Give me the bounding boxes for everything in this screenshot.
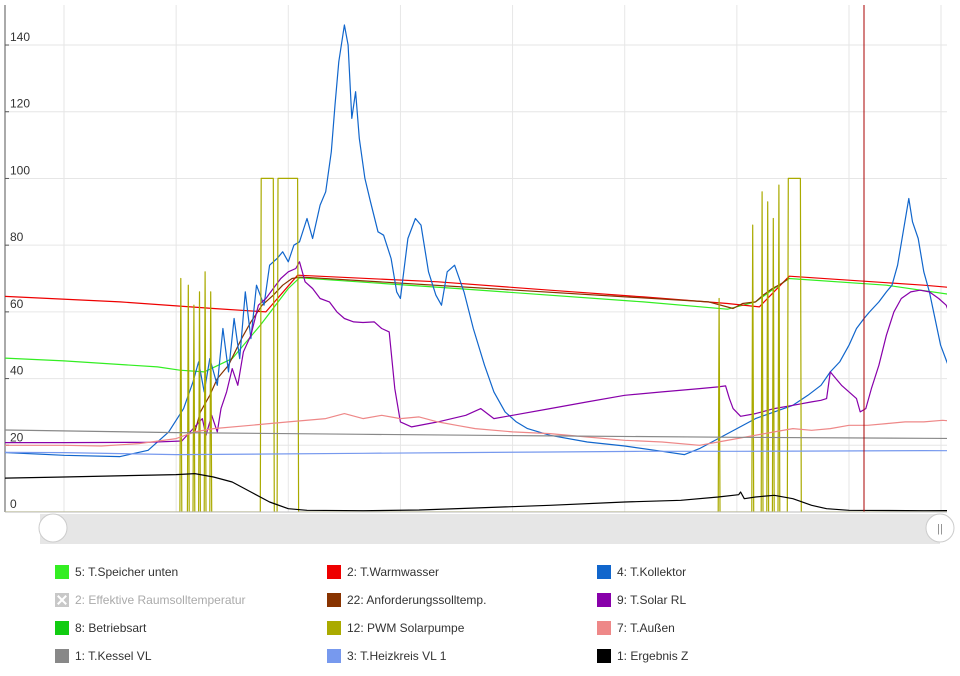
legend-item[interactable]: 7: T.Außen: [597, 617, 675, 639]
legend-swatch: [597, 593, 611, 607]
y-axis: 0 20 40 60 80 100 120 140: [4, 5, 30, 513]
hidden-series-icon: [55, 593, 69, 607]
y-tick-label: 20: [10, 430, 24, 444]
navigator-track[interactable]: [40, 514, 940, 544]
range-navigator[interactable]: ||: [38, 513, 955, 544]
y-tick-label: 100: [10, 163, 30, 177]
series-line: [5, 261, 947, 444]
legend-label: 7: T.Außen: [617, 621, 675, 635]
plot-area: [5, 5, 947, 512]
grid: [5, 5, 947, 513]
legend-swatch: [597, 649, 611, 663]
legend-label: 8: Betriebsart: [75, 621, 147, 635]
legend-item[interactable]: 8: Betriebsart: [55, 617, 146, 639]
legend-item[interactable]: 1: Ergebnis Z: [597, 645, 688, 667]
legend-item[interactable]: 1: T.Kessel VL: [55, 645, 152, 667]
legend-swatch: [597, 621, 611, 635]
series-line: [5, 413, 947, 447]
series-line: [5, 24, 947, 458]
y-tick-label: 120: [10, 97, 30, 111]
drag-handle-left-icon[interactable]: [38, 513, 68, 543]
series-line: [194, 276, 790, 433]
legend-swatch: [55, 565, 69, 579]
legend-label: 22: Anforderungssolltemp.: [347, 593, 487, 607]
legend-item[interactable]: 5: T.Speicher unten: [55, 561, 178, 583]
legend-item[interactable]: 9: T.Solar RL: [597, 589, 686, 611]
series-line: [5, 450, 947, 456]
drag-handle-right-icon[interactable]: ||: [925, 513, 955, 543]
legend: 5: T.Speicher unten 2: T.Warmwasser 4: T.K…: [0, 556, 960, 672]
legend-swatch: [327, 565, 341, 579]
legend-swatch: [55, 621, 69, 635]
drag-handle-right-glyph: ||: [937, 523, 943, 535]
y-tick-label: 40: [10, 364, 24, 378]
series-line: [5, 473, 947, 512]
legend-label: 1: Ergebnis Z: [617, 649, 689, 663]
legend-item[interactable]: 3: T.Heizkreis VL 1: [327, 645, 446, 667]
legend-label: 1: T.Kessel VL: [75, 649, 152, 663]
legend-label: 2: T.Warmwasser: [347, 565, 440, 579]
series-line: [5, 177, 947, 512]
y-tick-label: 0: [10, 497, 17, 511]
y-tick-label: 80: [10, 230, 24, 244]
legend-label: 3: T.Heizkreis VL 1: [347, 649, 447, 663]
legend-label: 9: T.Solar RL: [617, 593, 687, 607]
legend-item[interactable]: 2: Effektive Raumsolltemperatur: [55, 589, 246, 611]
legend-swatch: [597, 565, 611, 579]
legend-item[interactable]: 4: T.Kollektor: [597, 561, 686, 583]
legend-label: 12: PWM Solarpumpe: [347, 621, 465, 635]
legend-swatch: [55, 649, 69, 663]
legend-label: 5: T.Speicher unten: [75, 565, 179, 579]
y-tick-label: 60: [10, 297, 24, 311]
legend-item[interactable]: 22: Anforderungssolltemp.: [327, 589, 486, 611]
legend-label: 2: Effektive Raumsolltemperatur: [75, 593, 246, 607]
y-tick-label: 140: [10, 30, 30, 44]
series-line: [5, 277, 947, 373]
legend-item[interactable]: 2: T.Warmwasser: [327, 561, 439, 583]
legend-swatch: [327, 621, 341, 635]
legend-swatch: [327, 593, 341, 607]
legend-label: 4: T.Kollektor: [617, 565, 687, 579]
series-line: [5, 429, 947, 440]
legend-swatch: [327, 649, 341, 663]
legend-item[interactable]: 12: PWM Solarpumpe: [327, 617, 464, 639]
series-line: [5, 274, 947, 313]
